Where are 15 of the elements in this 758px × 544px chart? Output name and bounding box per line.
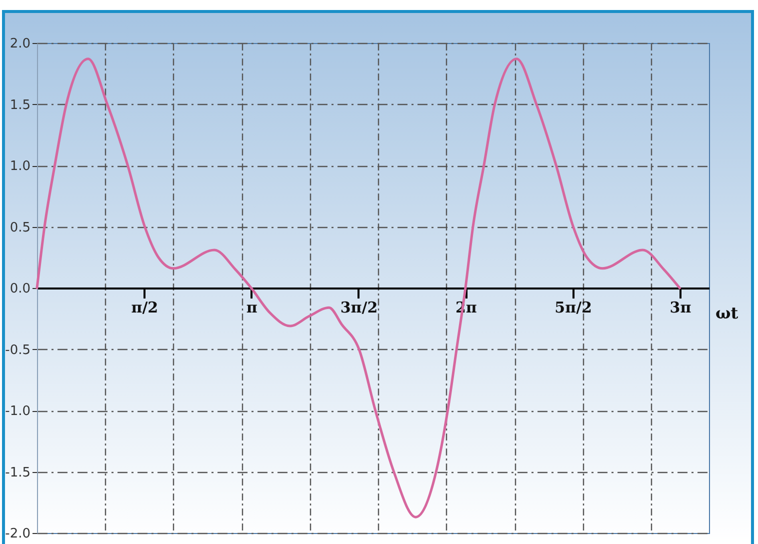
y-tick-label: -1.5: [5, 465, 30, 480]
y-tick-label: 1.5: [10, 98, 30, 113]
x-tick-label: π: [246, 298, 258, 316]
y-tick-label: 0.0: [10, 282, 30, 296]
y-tick-label: -0.5: [5, 342, 30, 358]
x-axis-title: ωt: [716, 304, 739, 322]
y-tick-label: 0.5: [10, 220, 30, 236]
x-tick-label: 3π: [670, 298, 692, 316]
x-tick-label: 5π/2: [554, 298, 592, 316]
x-tick-label: π/2: [131, 298, 158, 316]
x-tick-label: 3π/2: [340, 298, 378, 316]
y-tick-label: -1.0: [5, 404, 30, 419]
y-tick-label: 2.0: [10, 36, 30, 52]
y-tick-label: -2.0: [5, 526, 30, 542]
y-tick-label: 1.0: [10, 159, 30, 174]
